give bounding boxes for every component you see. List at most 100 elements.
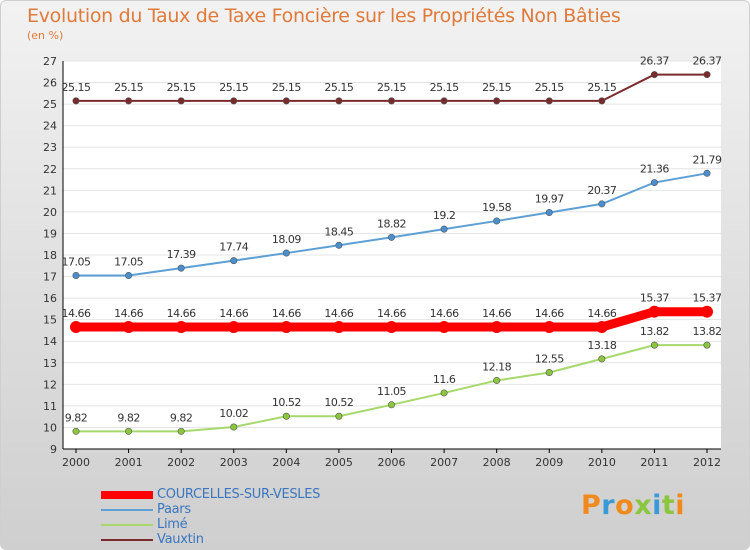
data-point <box>650 179 658 187</box>
y-axis-unit: (en %) <box>27 29 64 42</box>
data-label: 17.74 <box>219 241 248 254</box>
data-label: 25.15 <box>587 81 616 94</box>
data-label: 10.52 <box>324 396 353 409</box>
data-label: 14.66 <box>219 307 248 320</box>
x-tick-label: 2000 <box>62 456 90 469</box>
data-label: 25.15 <box>430 81 459 94</box>
data-point <box>650 341 658 349</box>
y-tick-label: 10 <box>43 421 57 434</box>
data-label: 19.97 <box>535 193 564 206</box>
data-label: 11.6 <box>433 373 456 386</box>
legend-swatch-vauxtin <box>101 538 153 541</box>
data-label: 18.09 <box>272 233 301 246</box>
data-label: 25.15 <box>482 81 511 94</box>
data-point <box>703 71 711 79</box>
data-label: 10.02 <box>219 407 248 420</box>
y-tick-label: 25 <box>43 98 57 111</box>
data-label: 12.18 <box>482 360 511 373</box>
y-tick-label: 13 <box>43 357 57 370</box>
data-label: 20.37 <box>587 184 616 197</box>
data-point <box>282 412 290 420</box>
logo-letter: i <box>652 490 662 521</box>
data-label: 21.36 <box>640 163 669 176</box>
y-tick-label: 12 <box>43 378 57 391</box>
y-tick-label: 21 <box>43 184 57 197</box>
data-label: 12.55 <box>535 352 564 365</box>
data-label: 14.66 <box>535 307 564 320</box>
data-label: 14.66 <box>114 307 143 320</box>
chart-title: Evolution du Taux de Taxe Foncière sur l… <box>27 5 621 27</box>
legend: COURCELLES-SUR-VESLES Paars Limé Vauxtin <box>101 487 320 547</box>
data-label: 15.37 <box>640 292 669 305</box>
data-point <box>703 341 711 349</box>
data-label: 11.05 <box>377 385 406 398</box>
legend-swatch-courcelles <box>101 490 153 499</box>
data-label: 13.82 <box>640 325 669 338</box>
data-point <box>648 305 661 318</box>
data-label: 18.82 <box>377 217 406 230</box>
data-point <box>650 71 658 79</box>
logo-letter: x <box>634 490 653 521</box>
data-point <box>230 97 238 105</box>
x-tick-label: 2003 <box>220 456 248 469</box>
logo-letter: t <box>661 490 676 521</box>
y-tick-label: 22 <box>43 163 57 176</box>
data-label: 14.66 <box>324 307 353 320</box>
data-point <box>387 233 395 241</box>
data-label: 18.45 <box>324 225 353 238</box>
y-tick-label: 23 <box>43 141 57 154</box>
data-label: 21.79 <box>693 153 722 166</box>
data-point <box>598 97 606 105</box>
y-tick-label: 19 <box>43 227 57 240</box>
data-point <box>490 320 503 333</box>
data-point <box>385 320 398 333</box>
y-tick-label: 26 <box>43 77 57 90</box>
data-point <box>282 249 290 257</box>
data-point <box>493 376 501 384</box>
data-point <box>125 427 133 435</box>
x-tick-label: 2010 <box>588 456 616 469</box>
data-point <box>122 320 135 333</box>
data-point <box>125 97 133 105</box>
data-label: 26.37 <box>693 55 722 68</box>
data-point <box>230 257 238 265</box>
y-tick-label: 17 <box>43 271 57 284</box>
data-label: 25.15 <box>114 81 143 94</box>
logo-letter: r <box>601 490 616 521</box>
data-label: 25.15 <box>219 81 248 94</box>
data-point <box>335 97 343 105</box>
data-label: 13.82 <box>693 325 722 338</box>
data-point <box>387 97 395 105</box>
legend-label: Paars <box>157 502 191 517</box>
data-point <box>440 389 448 397</box>
data-point <box>177 97 185 105</box>
data-point <box>440 225 448 233</box>
x-tick-label: 2012 <box>693 456 721 469</box>
data-point <box>72 427 80 435</box>
data-label: 25.15 <box>377 81 406 94</box>
y-tick-label: 16 <box>43 292 57 305</box>
data-label: 19.2 <box>433 209 456 222</box>
y-tick-label: 9 <box>50 443 57 456</box>
data-point <box>703 169 711 177</box>
data-label: 9.82 <box>65 411 88 424</box>
data-label: 26.37 <box>640 55 669 68</box>
data-label: 14.66 <box>482 307 511 320</box>
data-point <box>493 97 501 105</box>
data-point <box>335 241 343 249</box>
data-label: 9.82 <box>117 411 140 424</box>
y-tick-label: 14 <box>43 335 57 348</box>
y-tick-label: 24 <box>43 120 57 133</box>
legend-item: Vauxtin <box>101 532 320 547</box>
data-point <box>598 200 606 208</box>
data-point <box>177 427 185 435</box>
data-point <box>545 209 553 217</box>
data-label: 25.15 <box>324 81 353 94</box>
data-label: 9.82 <box>170 411 193 424</box>
data-point <box>282 97 290 105</box>
data-label: 14.66 <box>587 307 616 320</box>
data-point <box>438 320 451 333</box>
legend-label: Vauxtin <box>157 532 204 547</box>
data-label: 14.66 <box>62 307 91 320</box>
